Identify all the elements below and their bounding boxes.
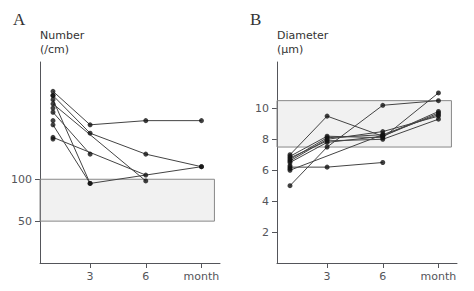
svg-text:100: 100 (11, 173, 32, 186)
svg-text:6: 6 (379, 270, 386, 283)
svg-text:4: 4 (262, 195, 269, 208)
svg-text:month: month (184, 270, 220, 283)
svg-text:Diameter: Diameter (277, 29, 329, 42)
svg-text:8: 8 (262, 133, 269, 146)
svg-text:Number: Number (40, 29, 85, 42)
svg-text:10: 10 (255, 102, 269, 115)
svg-text:A: A (13, 10, 26, 29)
svg-text:6: 6 (262, 164, 269, 177)
svg-text:3: 3 (87, 270, 94, 283)
svg-text:50: 50 (18, 215, 32, 228)
svg-text:(/cm): (/cm) (40, 43, 69, 56)
svg-text:(μm): (μm) (277, 43, 303, 56)
svg-text:2: 2 (262, 226, 269, 239)
svg-text:month: month (421, 270, 457, 283)
svg-text:6: 6 (142, 270, 149, 283)
svg-text:B: B (250, 10, 261, 29)
svg-text:3: 3 (324, 270, 331, 283)
